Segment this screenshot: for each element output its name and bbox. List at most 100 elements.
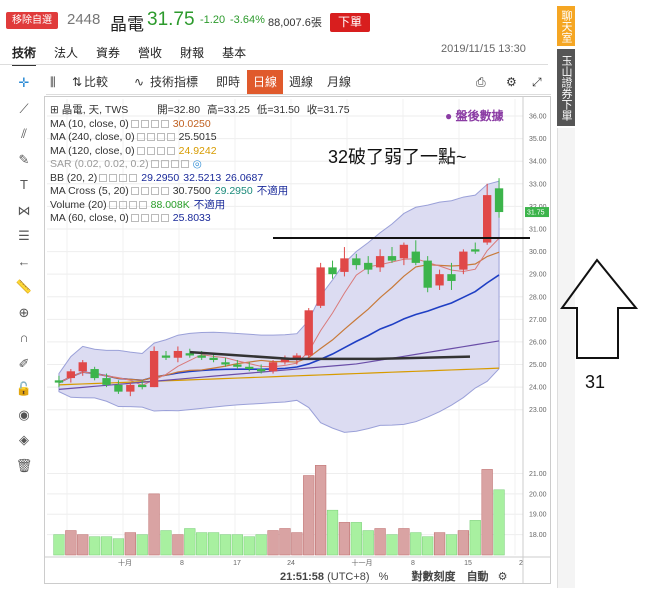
- price-tick-label: 24.00: [529, 385, 547, 392]
- period-daily[interactable]: 日線: [247, 70, 284, 94]
- candle: [447, 274, 456, 281]
- legend-control-icon[interactable]: [128, 200, 137, 209]
- legend-control-icon[interactable]: [118, 200, 127, 209]
- trash-icon[interactable]: 🗑: [15, 457, 33, 473]
- compare-button[interactable]: 比較: [84, 75, 109, 89]
- settings-small-icon[interactable]: ⚙: [497, 571, 508, 583]
- legend-row: MA (60, close, 0) 25.8033: [50, 212, 350, 226]
- price-tick-label: 36.00: [529, 114, 547, 121]
- tab-institutional[interactable]: 法人: [54, 46, 79, 60]
- brush-icon[interactable]: ✎: [18, 151, 30, 167]
- period-weekly[interactable]: 週線: [289, 75, 314, 89]
- indicators-button[interactable]: 技術指標: [150, 75, 199, 89]
- candle: [233, 364, 242, 367]
- volume-bar: [148, 493, 160, 556]
- volume-bar: [422, 536, 434, 556]
- legend-control-icon[interactable]: [108, 200, 117, 209]
- volume-tick-label: 20.00: [529, 491, 547, 498]
- legend-row: MA (10, close, 0) 30.0250: [50, 118, 350, 132]
- timezone[interactable]: (UTC+8): [327, 571, 370, 583]
- legend-control-icon[interactable]: [150, 119, 159, 128]
- crosshair-icon[interactable]: ✛: [18, 75, 30, 90]
- legend-label: MA Cross (5, 20): [50, 185, 129, 197]
- legend-control-icon[interactable]: [156, 133, 165, 142]
- legend-control-icon[interactable]: [156, 146, 165, 155]
- tab-financials[interactable]: 財報: [180, 46, 205, 60]
- fib-icon[interactable]: ☰: [18, 228, 30, 243]
- tab-fundamentals[interactable]: 基本: [222, 46, 247, 60]
- price-tick-label: 35.00: [529, 136, 547, 143]
- chat-room-tab[interactable]: 聊天室: [557, 6, 575, 46]
- fullscreen-icon[interactable]: ⤢: [532, 75, 542, 89]
- indicator-icon[interactable]: ∿: [134, 75, 145, 89]
- legend-label: MA (120, close, 0): [50, 144, 135, 157]
- legend-control-icon[interactable]: [99, 173, 108, 182]
- legend-control-icon[interactable]: [160, 160, 169, 169]
- legend-control-icon[interactable]: [129, 173, 138, 182]
- legend-control-icon[interactable]: [130, 214, 139, 223]
- auto-scale-toggle[interactable]: 自動: [466, 571, 489, 583]
- candle: [280, 357, 290, 363]
- volume-bar: [279, 528, 291, 556]
- legend-value: 不適用: [256, 185, 289, 197]
- eye-icon[interactable]: ◉: [18, 406, 30, 422]
- esun-order-tab[interactable]: 玉山證券下單: [557, 49, 575, 126]
- log-scale-toggle[interactable]: 對數刻度: [411, 571, 456, 583]
- legend-control-icon[interactable]: [146, 133, 155, 142]
- volume-bar: [362, 530, 374, 556]
- compare-icon[interactable]: ⇅: [72, 75, 83, 89]
- percent-scale-toggle[interactable]: %: [378, 571, 389, 583]
- tab-revenue[interactable]: 營收: [138, 46, 163, 60]
- magnet-icon[interactable]: ∩: [19, 330, 29, 345]
- volume-bar: [481, 469, 493, 556]
- legend-value: 25.8033: [172, 212, 211, 224]
- legend-control-icon[interactable]: [140, 119, 149, 128]
- legend-control-icon[interactable]: [136, 133, 145, 142]
- lock-icon[interactable]: 🔓: [15, 381, 33, 396]
- order-button[interactable]: 下單: [330, 13, 370, 32]
- candle: [340, 258, 349, 272]
- tab-technical[interactable]: 技術: [12, 44, 37, 66]
- legend-control-icon[interactable]: [166, 133, 175, 142]
- remove-watchlist-button[interactable]: 移除自選: [6, 12, 58, 29]
- legend-control-icon[interactable]: [130, 187, 139, 196]
- legend-control-icon[interactable]: [146, 146, 155, 155]
- legend-control-icon[interactable]: [150, 214, 159, 223]
- tab-margin[interactable]: 資券: [96, 46, 121, 60]
- parallel-icon[interactable]: ⫽: [21, 126, 27, 141]
- price-tick-label: 29.00: [529, 272, 547, 279]
- price-tick-label: 34.00: [529, 159, 547, 166]
- legend-control-icon[interactable]: [109, 173, 118, 182]
- zoom-in-icon[interactable]: ⊕: [18, 304, 30, 320]
- legend-control-icon[interactable]: [140, 214, 149, 223]
- lock-pencil-icon[interactable]: ✐: [18, 355, 30, 371]
- legend-control-icon[interactable]: [119, 173, 128, 182]
- legend-control-icon[interactable]: [160, 214, 169, 223]
- arrow-left-icon[interactable]: ←: [17, 253, 31, 269]
- legend-control-icon[interactable]: [150, 160, 159, 169]
- candle: [387, 256, 397, 261]
- legend-control-icon[interactable]: [150, 187, 159, 196]
- legend-value: 25.5015: [178, 131, 217, 143]
- camera-icon[interactable]: ⎙: [476, 75, 486, 89]
- legend-control-icon[interactable]: [170, 160, 179, 169]
- legend-control-icon[interactable]: [130, 119, 139, 128]
- legend-control-icon[interactable]: [136, 146, 145, 155]
- candle-type-icon[interactable]: ⫼: [50, 75, 56, 89]
- line-icon[interactable]: ⟋: [19, 100, 29, 116]
- pattern-icon[interactable]: ⋈: [17, 202, 31, 218]
- legend-control-icon[interactable]: [138, 200, 147, 209]
- legend-control-icon[interactable]: [166, 146, 175, 155]
- legend-control-icon[interactable]: [160, 119, 169, 128]
- price-chart[interactable]: 36.0035.0034.0033.0032.0031.0030.0029.00…: [45, 97, 550, 583]
- volume-bar: [65, 530, 77, 556]
- period-monthly[interactable]: 月線: [327, 75, 352, 89]
- legend-control-icon[interactable]: [180, 160, 189, 169]
- gear-icon[interactable]: ⚙: [506, 75, 517, 89]
- period-realtime[interactable]: 即時: [216, 75, 241, 89]
- layers-icon[interactable]: ◈: [19, 432, 29, 447]
- ruler-icon[interactable]: 📏: [15, 279, 33, 294]
- text-icon[interactable]: T: [20, 177, 28, 192]
- legend-control-icon[interactable]: [140, 187, 149, 196]
- legend-control-icon[interactable]: [160, 187, 169, 196]
